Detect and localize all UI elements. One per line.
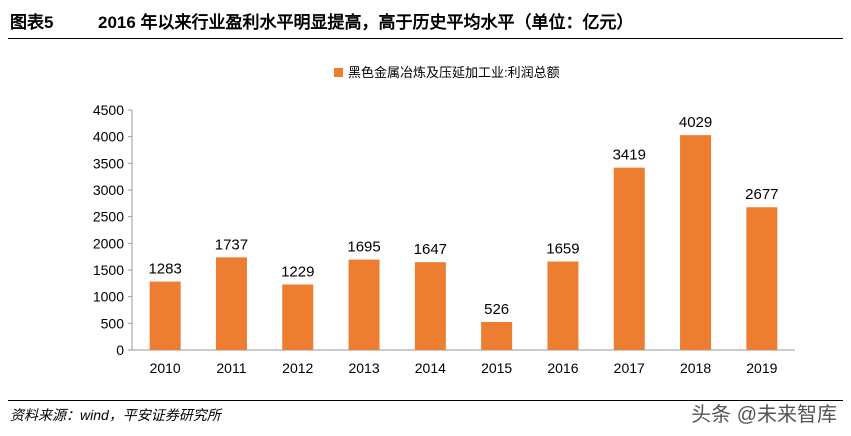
figure-label: 图表5 (10, 13, 54, 32)
data-label-2016: 1659 (546, 241, 579, 258)
y-tick-label: 2000 (93, 235, 124, 251)
data-label-2018: 4029 (679, 114, 712, 131)
y-tick-label: 3000 (93, 182, 124, 198)
legend-swatch (334, 68, 343, 77)
data-label-2011: 1737 (215, 236, 248, 253)
source-note: 资料来源：wind，平安证券研究所 (10, 407, 221, 423)
bar-2012 (282, 284, 314, 350)
x-tick-label: 2017 (614, 360, 645, 376)
x-tick-label: 2019 (746, 360, 777, 376)
watermark: 头条 @未来智库 (691, 404, 837, 426)
x-tick-label: 2012 (282, 360, 313, 376)
y-tick-label: 2500 (93, 209, 124, 225)
x-tick-label: 2015 (481, 360, 512, 376)
bar-2018 (680, 135, 712, 350)
y-tick-label: 4500 (93, 102, 124, 118)
bar-2010 (149, 281, 181, 350)
y-tick-label: 3500 (93, 155, 124, 171)
bar-2011 (215, 257, 247, 350)
bar-2017 (613, 167, 645, 350)
data-label-2015: 526 (484, 301, 509, 318)
data-label-2014: 1647 (414, 241, 447, 258)
footer-rule (8, 400, 843, 401)
legend-label: 黑色金属冶炼及压延加工业:利润总额 (348, 65, 560, 80)
y-tick-label: 500 (101, 315, 125, 331)
data-labels: 1283 1737 1229 1695 1647 526 1659 3419 4029 2677 (148, 114, 778, 318)
data-label-2019: 2677 (745, 186, 778, 203)
header-rule (8, 38, 843, 39)
x-tick-label: 2018 (680, 360, 711, 376)
data-label-2012: 1229 (281, 263, 314, 280)
y-tick-label: 1000 (93, 289, 124, 305)
data-label-2017: 3419 (613, 147, 646, 164)
y-axis: 0 500 1000 1500 2000 2500 3000 3500 4000 4500 (93, 102, 133, 358)
figure-header: 图表5 2016 年以来行业盈利水平明显提高，高于历史平均水平（单位：亿元） (0, 0, 851, 38)
bar-2015 (481, 321, 513, 350)
bar-2019 (746, 207, 778, 350)
data-label-2013: 1695 (347, 239, 380, 256)
x-tick-label: 2011 (216, 360, 246, 376)
bar-2014 (414, 262, 446, 350)
bar-2013 (348, 259, 380, 350)
y-tick-label: 0 (116, 342, 124, 358)
x-tick-label: 2013 (348, 360, 379, 376)
bar-2016 (547, 261, 579, 350)
x-axis: 2010 2011 2012 2013 2014 2015 2016 2017 2018 2019 (132, 349, 795, 376)
figure-title: 2016 年以来行业盈利水平明显提高，高于历史平均水平（单位：亿元） (98, 13, 634, 32)
y-tick-label: 4000 (93, 129, 124, 145)
legend: 黑色金属冶炼及压延加工业:利润总额 (334, 65, 560, 80)
x-tick-label: 2010 (150, 360, 181, 376)
x-tick-label: 2014 (415, 360, 446, 376)
bars (149, 135, 778, 350)
y-tick-label: 1500 (93, 262, 124, 278)
x-tick-label: 2016 (547, 360, 578, 376)
bar-chart: 黑色金属冶炼及压延加工业:利润总额 0 500 1000 1500 2000 2500 30… (93, 65, 795, 376)
data-label-2010: 1283 (148, 261, 181, 278)
